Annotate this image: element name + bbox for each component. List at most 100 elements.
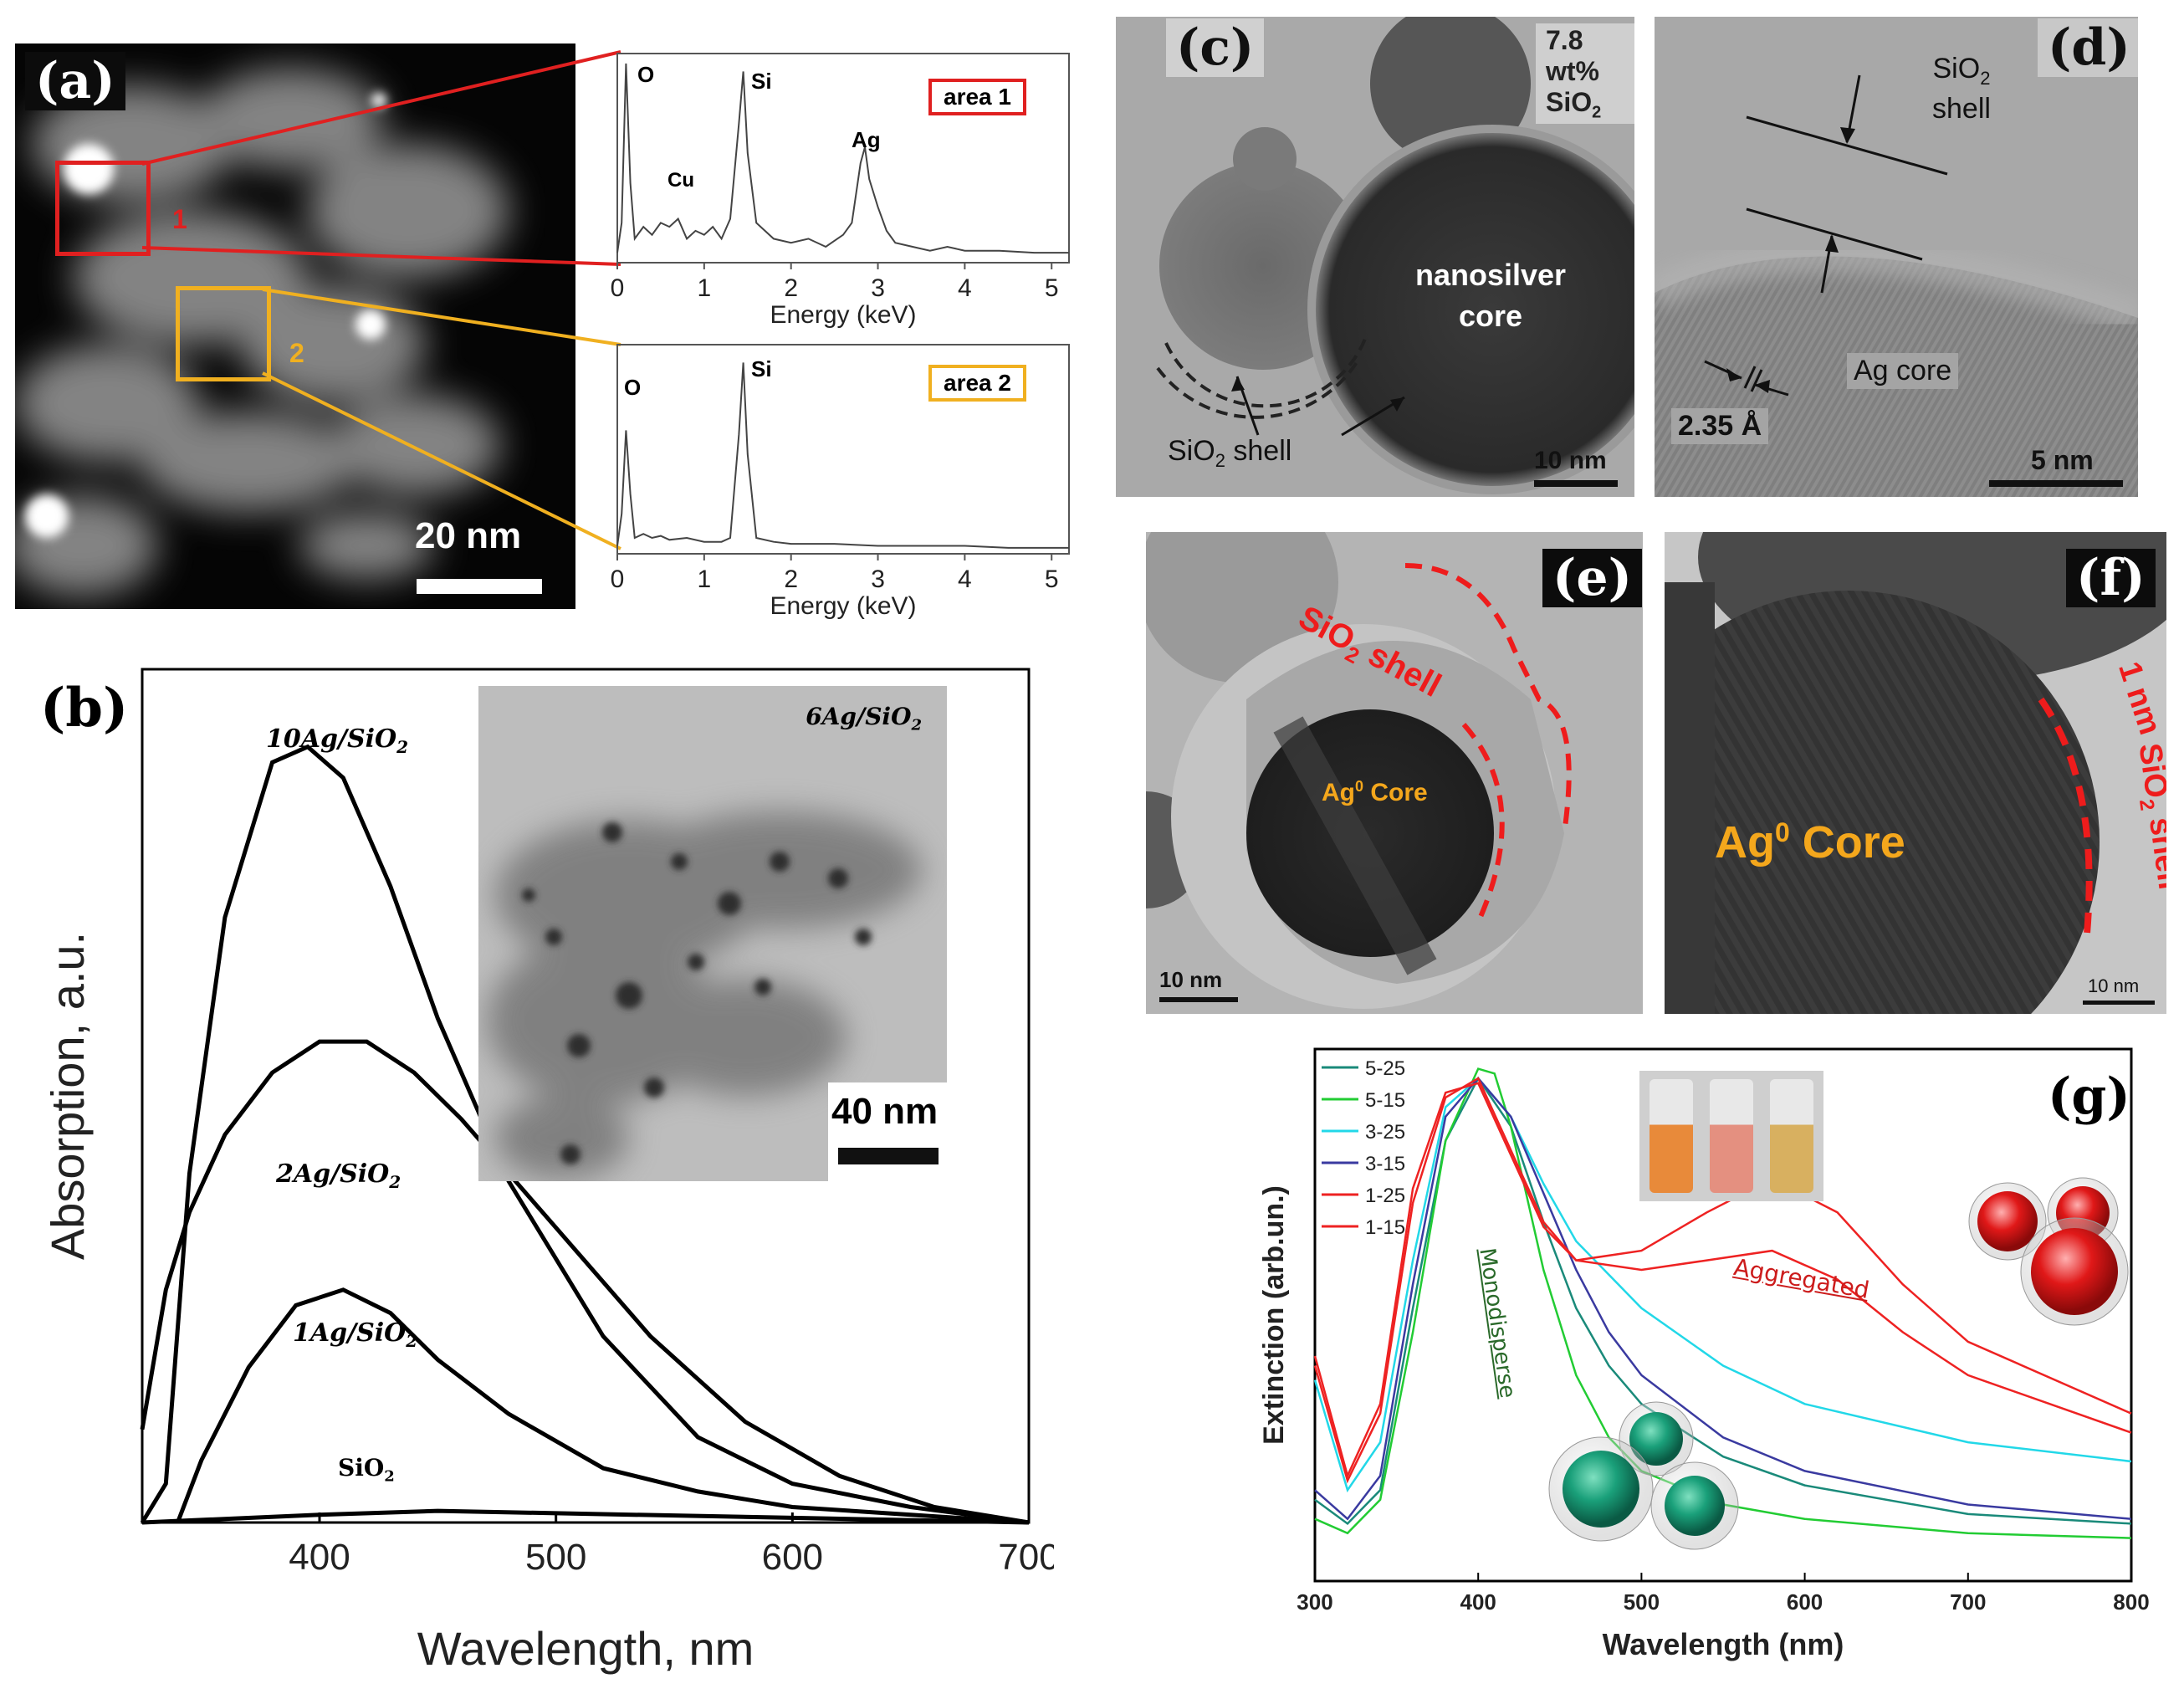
edx-area2-chart: 0 1 2 3 4 5 Energy (keV) <box>611 344 1070 620</box>
ext-legend-label: 5-15 <box>1365 1089 1405 1112</box>
edx-frame <box>616 344 1070 555</box>
ext-xtick-label: 500 <box>1624 1589 1660 1615</box>
uvvis-xtick-label: 400 <box>289 1537 350 1578</box>
inset-scalebar-label: 40 nm <box>831 1091 939 1132</box>
vials-photo <box>1639 1071 1823 1201</box>
uvvis-frame <box>141 668 1031 1524</box>
edx-area1-badge: area 1 <box>928 79 1026 115</box>
scalebar-a-label: 20 nm <box>415 515 522 556</box>
tem-c-wt-label: 7.8 wt% SiO2 <box>1536 23 1634 125</box>
uvvis-series-0 <box>140 744 1030 1525</box>
uvvis-series-3 <box>141 1508 1030 1525</box>
tem-c-scalebar-label: 10 nm <box>1534 447 1607 474</box>
area1-box <box>55 161 151 256</box>
ext-legend-label: 3-15 <box>1365 1153 1405 1175</box>
inset-label-6ag: 6Ag/SiO2 <box>806 703 922 734</box>
edx-xtick-label: 1 <box>698 274 712 302</box>
edx-xtick-label: 3 <box>871 274 885 302</box>
monodisperse-spheres <box>1548 1401 1739 1550</box>
ext-series-1-15 <box>1313 1077 2132 1484</box>
edx-xtick-label: 3 <box>871 566 885 593</box>
edx-peak-cu-1: Cu <box>667 169 694 192</box>
extinction-g-svg: 300 400 500 600 700 800 Wavelength (nm) Extinct… <box>1258 1047 2150 1661</box>
area2-marker: 2 <box>289 338 304 368</box>
ext-legend-label: 1-15 <box>1365 1216 1405 1239</box>
tem-c-texture <box>1156 17 1634 494</box>
series-label-1ag: 1Ag/SiO2 <box>293 1318 418 1351</box>
vial-3 <box>1770 1079 1813 1193</box>
tem-c-shell-label: SiO2 shell <box>1168 435 1292 471</box>
ext-legend-label: 5-25 <box>1365 1057 1405 1080</box>
zoom-connectors <box>141 50 621 550</box>
tem-d-scalebar-label: 5 nm <box>2031 445 2094 475</box>
edx-peak-o-2: O <box>624 375 642 400</box>
panel-label-a: (a) <box>25 52 125 110</box>
ext-series-3-15 <box>1314 1077 2132 1521</box>
scalebar-a <box>417 579 542 594</box>
edx-peak-si-2: Si <box>751 356 772 381</box>
edx-xlabel: Energy (keV) <box>770 592 916 620</box>
tem-image-d: (d) SiO2 shell Ag core 2.35 Å 5 nm <box>1655 17 2138 497</box>
tem-e-scalebar <box>1159 997 1238 1002</box>
tem-image-e: (e) SiO2 shell Ag0 Core 10 nm <box>1146 532 1643 1014</box>
uvvis-xtick-label: 600 <box>762 1537 823 1578</box>
uvvis-ylabel: Absorption, a.u. <box>50 932 94 1260</box>
area2-box <box>176 286 271 381</box>
ext-xtick-label: 800 <box>2113 1589 2149 1615</box>
ext-xtick-label: 300 <box>1297 1589 1332 1615</box>
tem-d-core-label: Ag core <box>1847 353 1959 389</box>
ext-xlabel: Wavelength (nm) <box>1603 1627 1844 1661</box>
edx-xtick-label: 0 <box>611 566 624 593</box>
panel-label-g: (g) <box>2048 1067 2130 1126</box>
edx-plot-area2: 0 1 2 3 4 5 Energy (keV) area 2 O Si <box>611 341 1079 626</box>
edx-area2-badge: area 2 <box>928 365 1026 402</box>
uvvis-xtick-label: 500 <box>525 1537 586 1578</box>
edx-area1-chart: 0 1 2 3 4 5 Energy (keV) <box>611 53 1070 329</box>
ext-xtick-label: 700 <box>1950 1589 1986 1615</box>
series-label-10ag: 10Ag/SiO2 <box>266 724 409 757</box>
uvvis-b-svg: 400 500 600 700 Wavelength, nm Absorption, a.… <box>41 668 1060 1675</box>
ext-frame <box>1313 1047 2133 1583</box>
edx-xtick-label: 4 <box>958 274 972 302</box>
edx-xtick-label: 5 <box>1045 566 1059 593</box>
extinction-chart-g: 300 400 500 600 700 800 Wavelength (nm) Extinct… <box>1246 1037 2183 1681</box>
edx-xtick-label: 5 <box>1045 274 1059 302</box>
edx-xlabel: Energy (keV) <box>770 301 916 329</box>
inset-scalebar <box>838 1148 939 1164</box>
tem-f-core-label: Ag0 Core <box>1715 817 1905 867</box>
tem-f-scalebar-label: 10 nm <box>2088 975 2140 996</box>
tem-f-scalebar <box>2083 1001 2155 1005</box>
panel-label-c: (c) <box>1166 18 1265 77</box>
tem-c-core-label: nanosilver core <box>1414 258 1567 333</box>
tem-d-scalebar <box>1989 480 2123 487</box>
inset-tem-b: 6Ag/SiO2 40 nm <box>478 686 947 1181</box>
uvvis-series-2 <box>176 1287 1030 1525</box>
tem-e-scalebar-label: 10 nm <box>1159 967 1223 992</box>
aggregated-spheres <box>1968 1177 2129 1326</box>
stem-image-a: (a) 1 2 20 nm <box>15 44 575 609</box>
uvvis-xtick-label: 700 <box>998 1537 1054 1578</box>
stem-texture <box>15 69 509 596</box>
edx-peak-ag-1: Ag <box>852 127 881 152</box>
ext-legend-label: 1-25 <box>1365 1185 1405 1207</box>
area1-marker: 1 <box>172 204 187 234</box>
edx-frame <box>616 53 1070 264</box>
panel-label-b: (b) <box>40 677 129 740</box>
tem-c-scalebar <box>1534 480 1618 487</box>
edx-xtick-label: 2 <box>784 274 798 302</box>
series-label-sio2: SiO2 <box>338 1454 395 1486</box>
panel-label-f: (f) <box>2066 549 2156 607</box>
panel-label-e: (e) <box>1542 549 1642 607</box>
ext-xtick-label: 400 <box>1460 1589 1496 1615</box>
edx-xtick-label: 2 <box>784 566 798 593</box>
uvvis-xlabel: Wavelength, nm <box>417 1622 754 1675</box>
tem-image-f: (f) Ag0 Core 1 nm SiO2 shell 10 nm <box>1665 532 2166 1014</box>
vial-1 <box>1650 1079 1693 1193</box>
edx-peak-si-1: Si <box>751 69 772 94</box>
tem-d-shell-label: SiO2 shell <box>1932 53 1991 125</box>
edx-xtick-label: 0 <box>611 274 624 302</box>
ext-series-1-25 <box>1313 1082 2132 1479</box>
series-label-2ag: 2Ag/SiO2 <box>276 1159 402 1192</box>
edx-spectrum-line <box>616 362 1069 549</box>
inset-scalebar-box <box>828 1082 947 1181</box>
